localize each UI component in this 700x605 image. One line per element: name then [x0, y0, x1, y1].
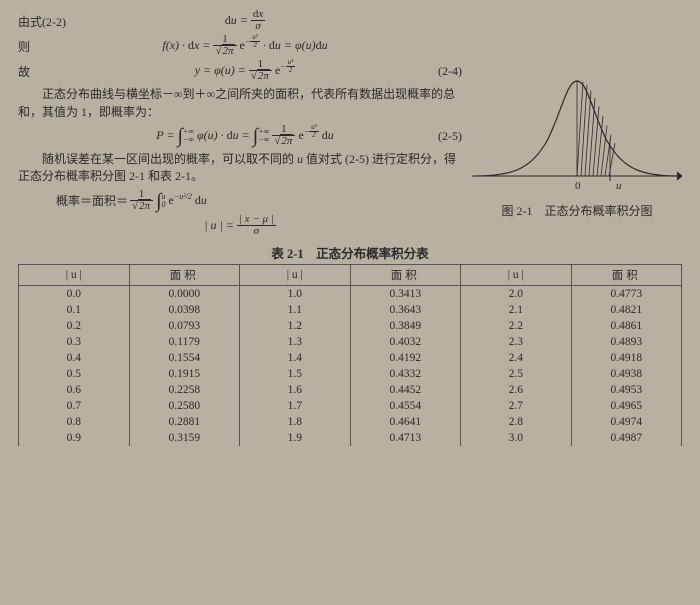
- table-cell: 0.1915: [129, 366, 240, 382]
- table-cell: 0.3849: [350, 318, 461, 334]
- table-cell: 0.4974: [571, 414, 682, 430]
- eqnum-2-4: (2-4): [402, 64, 462, 79]
- table-cell: 1.8: [240, 414, 351, 430]
- table-cell: 0.1179: [129, 334, 240, 350]
- eqnum-2-5: (2-5): [402, 129, 462, 144]
- prob-eq-area-label: 概率＝面积＝: [18, 192, 128, 209]
- line3-lead: 故: [18, 63, 88, 80]
- table-cell: 3.0: [461, 430, 572, 446]
- table-cell: 0.4938: [571, 366, 682, 382]
- table-cell: 0.4893: [571, 334, 682, 350]
- eq-P: P = ∫+∞−∞ φ(u) · du = ∫+∞−∞ 1√2π e−u²2 d…: [88, 124, 402, 148]
- normal-dist-figure: 0 u: [472, 66, 682, 196]
- table-cell: 0.0793: [129, 318, 240, 334]
- table-cell: 0.4773: [571, 285, 682, 302]
- col-area-3: 面积: [571, 264, 682, 285]
- table-cell: 0.7: [19, 398, 130, 414]
- svg-text:0: 0: [575, 180, 581, 192]
- table-title: 表 2-1 正态分布概率积分表: [18, 243, 682, 262]
- eq-du: du = dxσ: [88, 9, 402, 33]
- table-cell: 0.0398: [129, 302, 240, 318]
- table-cell: 0.4821: [571, 302, 682, 318]
- table-cell: 0.4965: [571, 398, 682, 414]
- table-cell: 0.4332: [350, 366, 461, 382]
- table-cell: 0.9: [19, 430, 130, 446]
- table-cell: 1.4: [240, 350, 351, 366]
- eq-abs-u: | u | = | x − μ |σ: [18, 214, 462, 238]
- table-cell: 0.8: [19, 414, 130, 430]
- line1-lead: 由式(2-2): [18, 13, 88, 30]
- eq-area: 1√2π ∫u0 e−u²/2 du: [128, 189, 462, 213]
- table-cell: 0.2258: [129, 382, 240, 398]
- table-cell: 0.4987: [571, 430, 682, 446]
- table-cell: 0.4861: [571, 318, 682, 334]
- table-cell: 1.9: [240, 430, 351, 446]
- para-2: 随机误差在某一区间出现的概率，可以取不同的 u 值对式 (2-5) 进行定积分，…: [18, 151, 462, 186]
- eq-fx: f(x) · dx = 1√2π e−u²2 · du = φ(u)du: [88, 34, 402, 58]
- table-cell: 0.4641: [350, 414, 461, 430]
- probability-table: | u | 面积 | u | 面积 | u | 面积 0.00.00001.00…: [18, 264, 682, 446]
- table-cell: 0.4032: [350, 334, 461, 350]
- col-u-2: | u |: [240, 264, 351, 285]
- eq-y: y = φ(u) = 1√2π e−u²2: [88, 59, 402, 83]
- table-cell: 0.4953: [571, 382, 682, 398]
- table-cell: 0.4713: [350, 430, 461, 446]
- col-area-2: 面积: [350, 264, 461, 285]
- table-cell: 2.4: [461, 350, 572, 366]
- line2-lead: 则: [18, 38, 88, 55]
- table-cell: 0.4918: [571, 350, 682, 366]
- table-cell: 1.0: [240, 285, 351, 302]
- table-cell: 1.6: [240, 382, 351, 398]
- figure-caption: 图 2-1 正态分布概率积分图: [472, 202, 682, 219]
- table-cell: 2.0: [461, 285, 572, 302]
- table-cell: 2.7: [461, 398, 572, 414]
- table-cell: 2.2: [461, 318, 572, 334]
- table-cell: 1.2: [240, 318, 351, 334]
- table-cell: 0.3: [19, 334, 130, 350]
- table-cell: 0.3643: [350, 302, 461, 318]
- col-area-1: 面积: [129, 264, 240, 285]
- table-cell: 2.8: [461, 414, 572, 430]
- table-cell: 0.1: [19, 302, 130, 318]
- table-cell: 0.2881: [129, 414, 240, 430]
- table-cell: 1.1: [240, 302, 351, 318]
- table-cell: 0.4452: [350, 382, 461, 398]
- para-1: 正态分布曲线与横坐标－∞到＋∞之间所夹的面积，代表所有数据出现概率的总和，其值为…: [18, 86, 462, 121]
- table-cell: 0.6: [19, 382, 130, 398]
- table-cell: 0.1554: [129, 350, 240, 366]
- col-u-3: | u |: [461, 264, 572, 285]
- col-u-1: | u |: [19, 264, 130, 285]
- table-cell: 0.0000: [129, 285, 240, 302]
- table-cell: 0.4554: [350, 398, 461, 414]
- table-cell: 0.3159: [129, 430, 240, 446]
- table-cell: 2.5: [461, 366, 572, 382]
- table-cell: 1.7: [240, 398, 351, 414]
- svg-text:u: u: [616, 180, 622, 192]
- table-cell: 2.6: [461, 382, 572, 398]
- table-cell: 0.5: [19, 366, 130, 382]
- table-cell: 2.3: [461, 334, 572, 350]
- table-cell: 0.3413: [350, 285, 461, 302]
- table-cell: 0.0: [19, 285, 130, 302]
- table-cell: 0.4192: [350, 350, 461, 366]
- table-cell: 0.2: [19, 318, 130, 334]
- table-cell: 1.5: [240, 366, 351, 382]
- table-cell: 0.2580: [129, 398, 240, 414]
- table-cell: 2.1: [461, 302, 572, 318]
- table-cell: 0.4: [19, 350, 130, 366]
- table-cell: 1.3: [240, 334, 351, 350]
